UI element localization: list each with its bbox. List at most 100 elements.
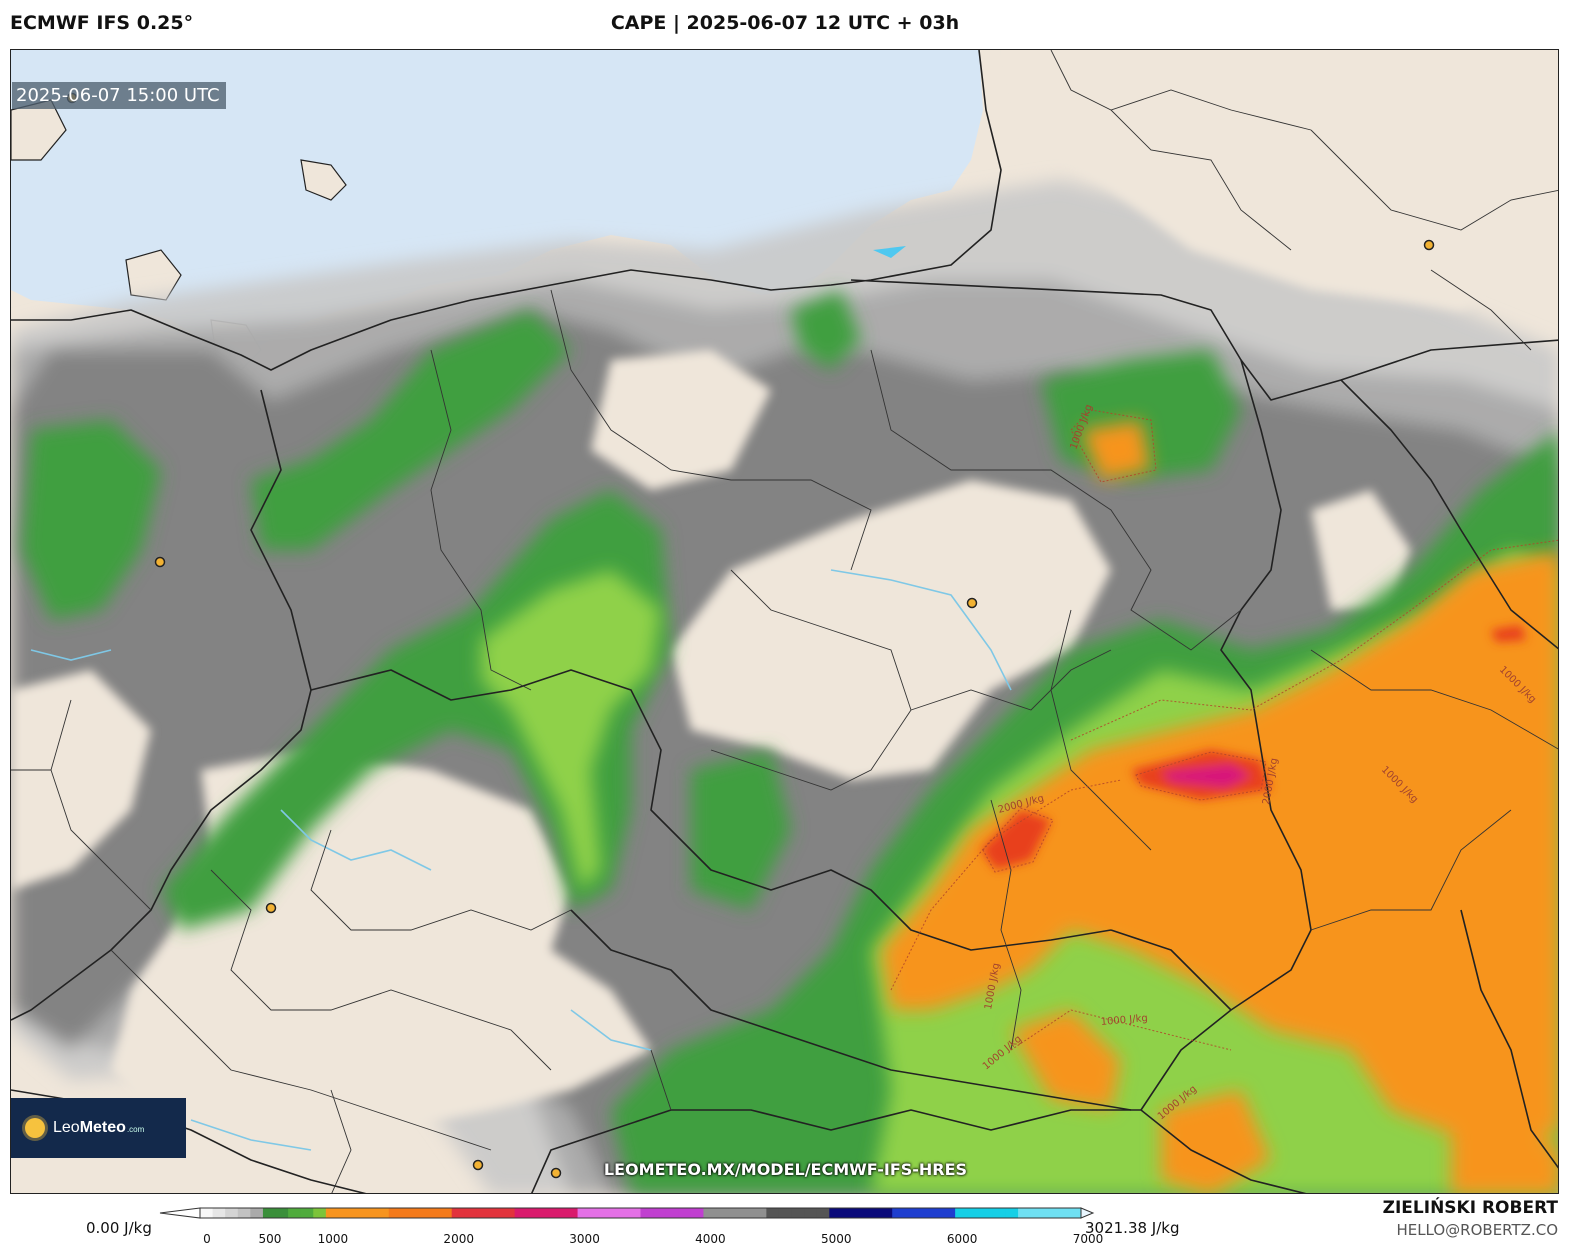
city-marker[interactable] (550, 1167, 562, 1179)
colorbar-segment (1005, 1208, 1019, 1218)
colorbar-segment (929, 1208, 944, 1218)
colorbar-segment (514, 1208, 528, 1218)
cape-lightgreen (481, 570, 661, 890)
region-border (110, 949, 492, 1151)
cape-orange-area (881, 550, 1558, 1150)
country-border (531, 1109, 1307, 1193)
colorbar-segment (376, 1208, 390, 1218)
region-border (650, 1049, 672, 1111)
colorbar-tick-label: 0 (203, 1232, 211, 1246)
cape-free-area (591, 350, 771, 490)
colorbar-segment (640, 1208, 654, 1218)
colorbar-segment (300, 1208, 314, 1218)
city-marker[interactable] (265, 902, 277, 914)
map-panel[interactable]: 1000 J/kg 1000 J/kg 1000 J/kg 1000 J/kg … (10, 49, 1559, 1194)
model-name: ECMWF IFS 0.25° (10, 12, 194, 34)
colorbar-segment (665, 1208, 679, 1218)
colorbar-segment (200, 1208, 214, 1218)
colorbar-min-label: 0.00 J/kg (86, 1219, 152, 1237)
colorbar-segment (577, 1208, 591, 1218)
colorbar-segment (967, 1208, 981, 1218)
colorbar-segment (552, 1208, 566, 1218)
valid-time-label: 2025-06-07 15:00 UTC (12, 82, 226, 109)
colorbar-tick-label: 5000 (821, 1232, 852, 1246)
colorbar-segment (653, 1208, 667, 1218)
colorbar-segment (564, 1208, 579, 1218)
contour-2000 (1135, 751, 1267, 801)
colorbar-segment (703, 1208, 717, 1218)
colorbar-segment (1055, 1208, 1070, 1218)
colorbar-segment (1030, 1208, 1044, 1218)
colorbar-segment (879, 1208, 893, 1218)
colorbar-segment (325, 1208, 340, 1218)
region-border (550, 289, 872, 571)
colorbar-segment (476, 1208, 491, 1218)
leometeo-logo[interactable]: LeoMeteo.com (11, 1098, 186, 1158)
region-border (310, 829, 572, 931)
colorbar-segment (237, 1208, 251, 1218)
cape-red-core (1491, 625, 1526, 642)
city-marker[interactable] (966, 597, 978, 609)
author-name: ZIELIŃSKI ROBERT (1382, 1198, 1558, 1218)
colorbar-segment (841, 1208, 856, 1218)
city-marker[interactable] (154, 556, 166, 568)
island (300, 159, 347, 201)
colorbar-segment (867, 1208, 881, 1218)
contour-2000 (982, 807, 1054, 873)
contour-label: 1000 J/kg (1100, 1013, 1148, 1028)
region-border (50, 699, 152, 911)
colorbar-segment (275, 1208, 289, 1218)
cape-red-core (981, 810, 1051, 870)
cape-green-band (791, 290, 861, 370)
cape-map: 1000 J/kg 1000 J/kg 1000 J/kg 1000 J/kg … (11, 50, 1558, 1193)
river (280, 809, 432, 871)
country-border (1460, 909, 1558, 1169)
region-border (870, 349, 1242, 651)
country-border (11, 50, 1002, 371)
city-marker[interactable] (1423, 239, 1435, 251)
sea-inlet (11, 190, 91, 265)
colorbar-tick-label: 4000 (695, 1232, 726, 1246)
colorbar-segment (464, 1208, 478, 1218)
cape-free-area (1011, 50, 1558, 310)
colorbar-segment (413, 1208, 428, 1218)
colorbar-segment (829, 1208, 843, 1218)
river (30, 649, 112, 661)
colorbar-tick-label: 6000 (946, 1232, 978, 1246)
colorbar-segment (1068, 1208, 1082, 1218)
contour-1000 (1010, 1009, 1232, 1051)
cape-green-band (691, 750, 791, 910)
colorbar-segment (250, 1208, 264, 1218)
colorbar-segment (955, 1208, 969, 1218)
colorbar-tick-label: 1000 (317, 1232, 349, 1246)
country-border (11, 389, 312, 1021)
region-border (330, 1089, 352, 1193)
colorbar-segment (590, 1208, 604, 1218)
colorbar-min-arrow (159, 1207, 201, 1219)
region-border (1050, 50, 1312, 131)
colorbar-segment (502, 1208, 516, 1218)
colorbar-segment (388, 1208, 402, 1218)
cape-magenta-core (1161, 764, 1251, 788)
colorbar-segment (804, 1208, 818, 1218)
cape-orange-area (1081, 420, 1151, 480)
colorbar-segment (602, 1208, 616, 1218)
country-border (1340, 379, 1558, 650)
colorbar-segment (401, 1208, 415, 1218)
country-border (1140, 359, 1312, 1111)
river (190, 1119, 312, 1151)
cape-orange-area (1161, 1090, 1271, 1193)
city-marker[interactable] (472, 1159, 484, 1171)
colorbar-segment (690, 1208, 705, 1218)
contour-1000 (890, 779, 1122, 991)
region-border (990, 799, 1022, 1051)
colorbar-segment (627, 1208, 642, 1218)
colorbar-max-arrow (1080, 1207, 1095, 1219)
colorbar-segment (1018, 1208, 1032, 1218)
colorbar-segment (439, 1208, 453, 1218)
map-title: CAPE | 2025-06-07 12 UTC + 03h (610, 12, 960, 34)
region-border (1310, 649, 1558, 750)
colorbar-segment (728, 1208, 742, 1218)
cape-free-area (1311, 490, 1411, 610)
region-border (1110, 109, 1292, 251)
